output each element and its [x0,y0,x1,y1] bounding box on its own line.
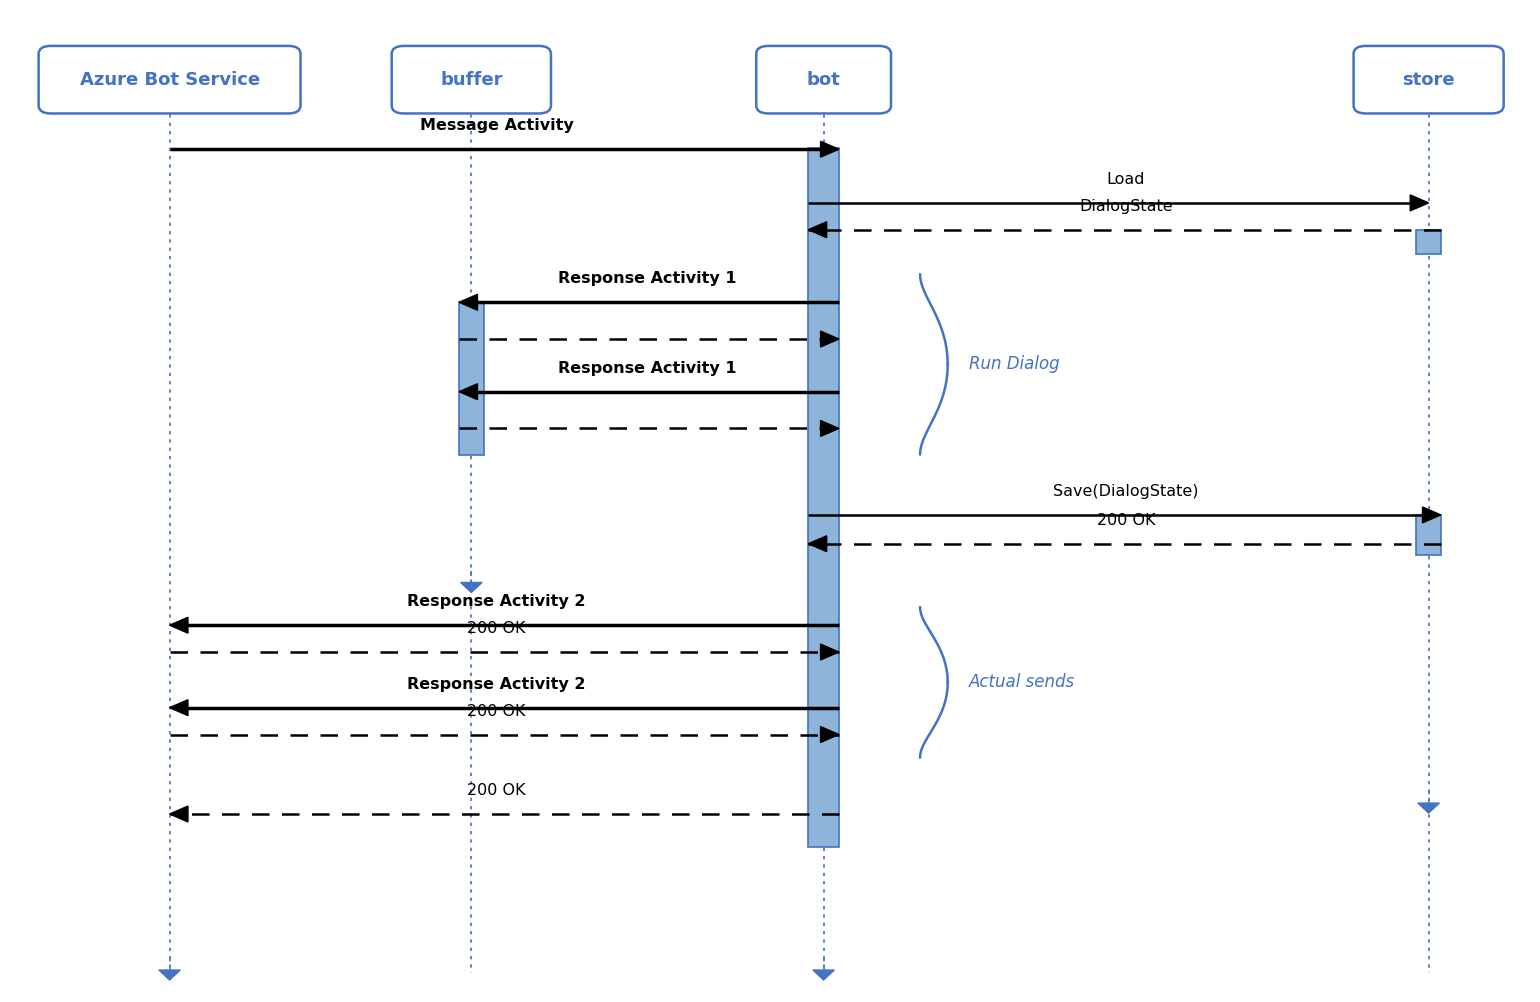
Text: Response Activity 2: Response Activity 2 [408,676,585,691]
Text: 200 OK: 200 OK [1096,513,1155,528]
Text: store: store [1403,71,1455,89]
Polygon shape [169,617,188,633]
FancyBboxPatch shape [808,148,839,847]
FancyBboxPatch shape [1417,229,1441,254]
Text: Actual sends: Actual sends [969,673,1075,691]
Polygon shape [821,644,839,660]
Polygon shape [1418,803,1440,813]
Text: bot: bot [807,71,841,89]
Text: buffer: buffer [440,71,502,89]
Polygon shape [169,806,188,822]
Polygon shape [459,295,477,311]
Text: Azure Bot Service: Azure Bot Service [80,71,260,89]
Polygon shape [169,699,188,715]
Polygon shape [813,970,835,980]
Text: Load: Load [1107,172,1146,187]
FancyBboxPatch shape [1354,46,1503,113]
Text: Save(DialogState): Save(DialogState) [1053,484,1198,499]
Polygon shape [821,421,839,437]
Polygon shape [821,331,839,347]
Polygon shape [821,726,839,742]
Text: Run Dialog: Run Dialog [969,356,1060,374]
Text: 200 OK: 200 OK [467,621,525,636]
FancyBboxPatch shape [1417,515,1441,555]
Text: 200 OK: 200 OK [467,784,525,799]
Text: DialogState: DialogState [1080,198,1173,213]
FancyBboxPatch shape [756,46,892,113]
FancyBboxPatch shape [459,303,484,455]
Polygon shape [460,582,482,592]
Text: Response Activity 1: Response Activity 1 [557,361,736,376]
Text: 200 OK: 200 OK [467,703,525,718]
Polygon shape [1423,507,1441,523]
Text: Response Activity 2: Response Activity 2 [408,594,585,609]
Polygon shape [808,536,827,552]
Polygon shape [808,221,827,237]
Polygon shape [821,141,839,157]
Text: Message Activity: Message Activity [420,118,573,133]
FancyBboxPatch shape [38,46,300,113]
FancyBboxPatch shape [391,46,551,113]
Polygon shape [459,384,477,400]
Text: Response Activity 1: Response Activity 1 [557,272,736,287]
Polygon shape [159,970,180,980]
Polygon shape [1411,195,1429,210]
